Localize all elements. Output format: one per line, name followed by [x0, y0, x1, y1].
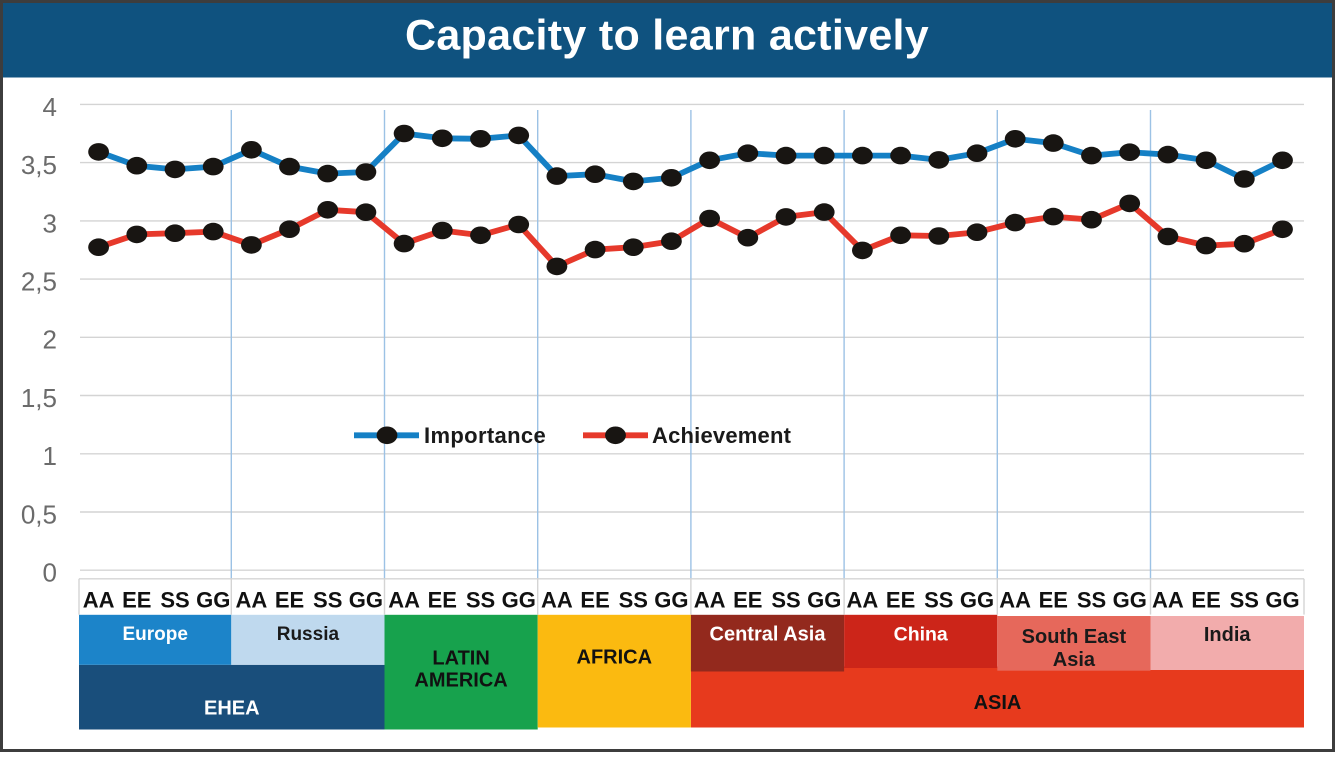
svg-text:EE: EE — [580, 588, 609, 613]
svg-text:2: 2 — [43, 325, 57, 355]
svg-text:EE: EE — [275, 588, 304, 613]
svg-text:SS: SS — [1230, 588, 1259, 613]
svg-text:GG: GG — [196, 588, 230, 613]
svg-text:GG: GG — [1265, 588, 1299, 613]
svg-text:AA: AA — [847, 588, 879, 613]
svg-text:GG: GG — [502, 588, 536, 613]
svg-text:EE: EE — [428, 588, 457, 613]
svg-text:AA: AA — [541, 588, 573, 613]
svg-text:GG: GG — [807, 588, 841, 613]
svg-text:SS: SS — [160, 588, 189, 613]
svg-text:EE: EE — [1191, 588, 1220, 613]
svg-text:South East: South East — [1022, 626, 1127, 648]
svg-text:AA: AA — [236, 588, 268, 613]
svg-text:Central Asia: Central Asia — [710, 624, 827, 646]
svg-text:3,5: 3,5 — [21, 150, 57, 180]
svg-text:EE: EE — [886, 588, 915, 613]
svg-text:GG: GG — [1113, 588, 1147, 613]
svg-text:SS: SS — [466, 588, 495, 613]
svg-text:EE: EE — [1039, 588, 1068, 613]
svg-text:ASIA: ASIA — [974, 692, 1022, 714]
svg-text:EE: EE — [122, 588, 151, 613]
svg-text:0,5: 0,5 — [21, 499, 57, 529]
svg-text:AA: AA — [83, 588, 115, 613]
svg-text:2,5: 2,5 — [21, 267, 57, 297]
svg-text:AA: AA — [694, 588, 726, 613]
svg-text:Capacity to learn actively: Capacity to learn actively — [405, 12, 929, 60]
svg-text:4: 4 — [43, 92, 57, 122]
svg-text:1,5: 1,5 — [21, 383, 57, 413]
svg-text:AA: AA — [999, 588, 1031, 613]
svg-text:EHEA: EHEA — [204, 698, 260, 720]
svg-text:GG: GG — [960, 588, 994, 613]
svg-text:SS: SS — [924, 588, 953, 613]
svg-text:EE: EE — [733, 588, 762, 613]
svg-text:1: 1 — [43, 441, 57, 471]
svg-text:SS: SS — [313, 588, 342, 613]
svg-text:GG: GG — [654, 588, 688, 613]
svg-text:0: 0 — [43, 558, 57, 588]
svg-text:Russia: Russia — [277, 624, 340, 645]
svg-text:SS: SS — [1077, 588, 1106, 613]
svg-text:Importance: Importance — [424, 423, 546, 448]
svg-text:India: India — [1204, 624, 1252, 646]
svg-text:AFRICA: AFRICA — [577, 647, 653, 669]
svg-text:SS: SS — [771, 588, 800, 613]
svg-text:LATIN: LATIN — [432, 648, 489, 670]
svg-text:SS: SS — [619, 588, 648, 613]
svg-text:AMERICA: AMERICA — [414, 670, 507, 692]
svg-text:Asia: Asia — [1053, 649, 1096, 671]
svg-text:Europe: Europe — [122, 624, 187, 645]
svg-text:Achievement: Achievement — [652, 423, 792, 448]
svg-text:GG: GG — [349, 588, 383, 613]
svg-text:3: 3 — [43, 208, 57, 238]
svg-text:China: China — [894, 624, 948, 646]
svg-text:AA: AA — [388, 588, 420, 613]
svg-text:AA: AA — [1152, 588, 1184, 613]
